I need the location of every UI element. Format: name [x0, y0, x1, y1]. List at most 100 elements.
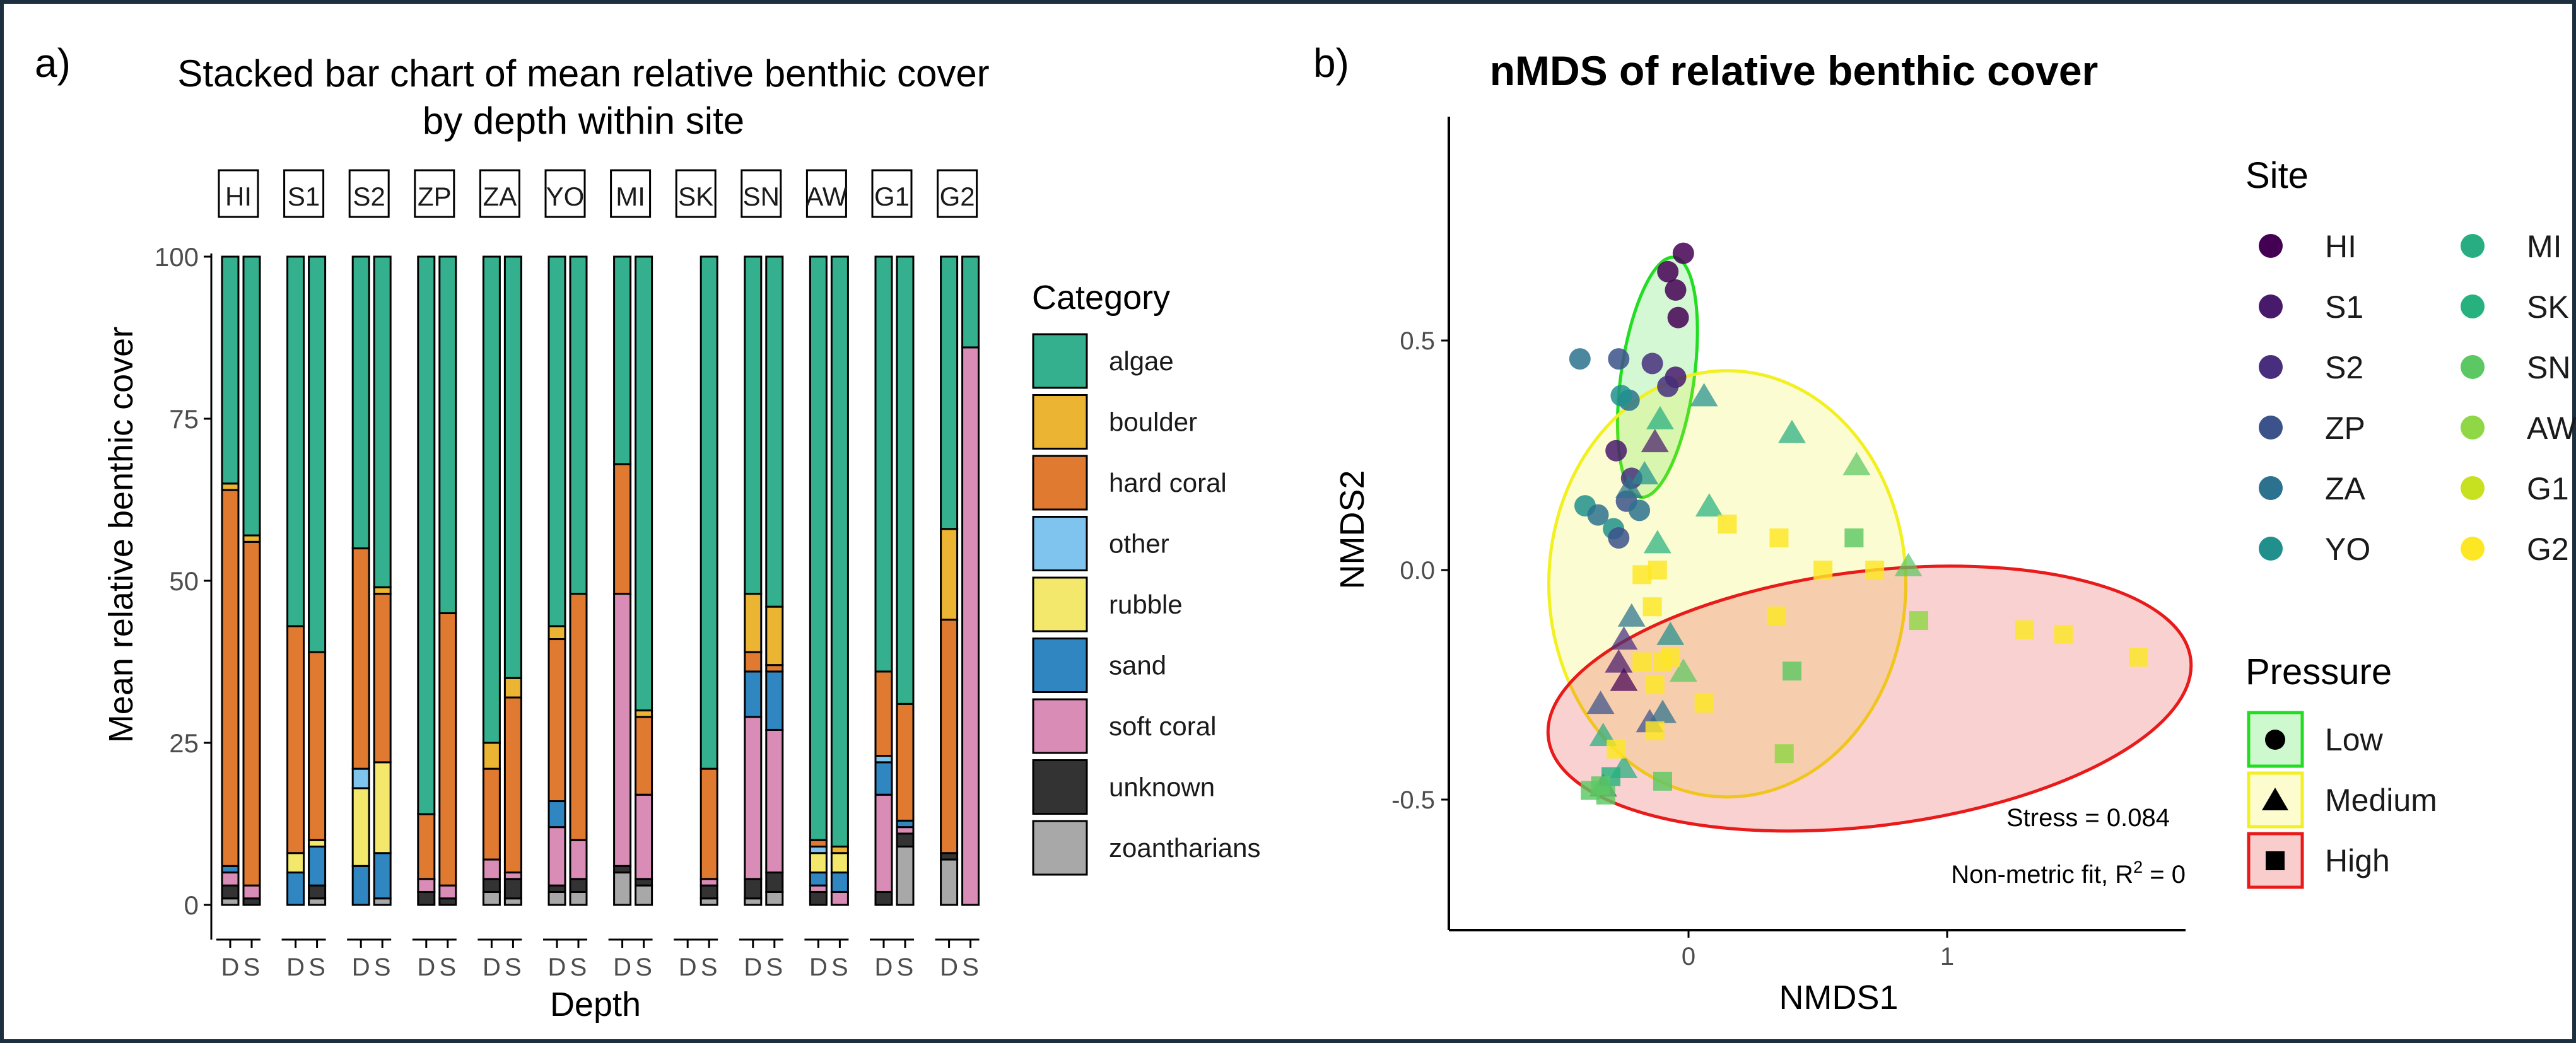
bar-segment-yo-s-algae: [569, 255, 588, 595]
bar-segment-aw-d-sand: [809, 871, 828, 887]
bar-segment-g1-s-sand: [896, 819, 915, 829]
panel-b-tag: b): [1313, 40, 1349, 86]
nmds-scatter-plot: 0 1 -0.5 0.0 0.5: [1391, 117, 2193, 970]
site-legend-key-aw: [2461, 416, 2485, 440]
x-tick-label: D: [679, 953, 697, 981]
x-tick-label: D: [613, 953, 631, 981]
site-legend-label-mi: MI: [2527, 229, 2562, 264]
bar-segment-sn-s-soft_coral: [765, 728, 784, 874]
bar-segment-sn-d-algae: [744, 255, 763, 595]
point-g2-square: [1632, 652, 1652, 672]
legend-label-soft_coral: soft coral: [1109, 711, 1216, 741]
bar-segment-sk-s-algae: [700, 255, 718, 770]
bar-segment-zp-d-hard_coral: [417, 813, 436, 880]
legend-label-rubble: rubble: [1109, 590, 1183, 619]
bar-segment-g1-s-zoantharians: [896, 845, 915, 906]
bar-segment-zp-d-algae: [417, 255, 436, 815]
facet-strip-yo: [544, 169, 586, 218]
site-legend-label-s1: S1: [2325, 289, 2363, 325]
bar-segment-zp-s-unknown: [438, 897, 457, 906]
bar-segment-s2-s-algae: [373, 255, 392, 588]
panel-a-title-line1: Stacked bar chart of mean relative benth…: [177, 52, 989, 95]
panel-b-y-axis-title: NMDS2: [1333, 470, 1371, 589]
point-aw-square: [1774, 744, 1794, 764]
point-mi-triangle: [1778, 419, 1806, 443]
x-tick-label: D: [940, 953, 958, 981]
legend-label-sand: sand: [1109, 651, 1166, 680]
legend-key-soft_coral: [1032, 698, 1088, 754]
point-sn-square: [1653, 771, 1672, 791]
site-legend-label-yo: YO: [2325, 532, 2370, 567]
point-za-triangle: [1617, 603, 1646, 627]
bar-segment-sn-s-unknown: [765, 871, 784, 893]
pressure-legend-triangle-icon: [2262, 788, 2288, 810]
bar-segment-hi-d-soft_coral: [221, 871, 240, 887]
point-hi-triangle: [1610, 667, 1638, 691]
point-sn-square: [1591, 776, 1610, 796]
x-tick-label: S: [505, 953, 522, 981]
point-sk-triangle: [1695, 493, 1723, 517]
y-tick-label: 75: [169, 404, 199, 434]
point-g2-square: [2054, 624, 2073, 644]
facet-strip-sk: [675, 169, 717, 218]
x-tick-label: D: [875, 953, 893, 981]
legend-key-hard_coral: [1032, 455, 1088, 511]
facet-label-mi: MI: [616, 182, 645, 211]
bar-segment-s2-d-hard_coral: [351, 547, 370, 770]
site-legend-key-g1: [2461, 476, 2485, 500]
facet-strip-s2: [348, 169, 390, 218]
bar-segment-sn-s-zoantharians: [765, 890, 784, 906]
panel-b-title: nMDS of relative benthic cover: [1490, 47, 2099, 94]
bar-segment-aw-s-rubble: [830, 852, 849, 874]
bar-segment-za-d-algae: [482, 255, 501, 744]
bar-segment-yo-s-soft_coral: [569, 839, 588, 880]
facet-label-hi: HI: [225, 182, 252, 211]
bar-segment-hi-d-hard_coral: [221, 489, 240, 867]
x-tick-label: D: [286, 953, 305, 981]
bar-segment-hi-d-sand: [221, 865, 240, 874]
bar-segment-s1-d-sand: [286, 871, 305, 906]
bar-segment-s2-s-zoantharians: [373, 897, 392, 906]
site-pressure-legend: HI S1 S2 ZP ZA YO MI SK SN AW G1 G2 Low Medium High: [2247, 229, 2576, 889]
point-g2-square: [1813, 561, 1833, 580]
bar-segment-hi-s-boulder: [242, 534, 261, 543]
point-s1-triangle: [1605, 649, 1633, 673]
panel-a-y-axis-title: Mean relative benthic cover: [102, 327, 140, 743]
bar-segment-g2-s-algae: [961, 255, 980, 349]
bar-segment-s1-s-rubble: [308, 839, 327, 848]
bar-segment-sn-s-sand: [765, 670, 784, 731]
bar-segment-g1-d-soft_coral: [874, 793, 893, 893]
point-g2-square: [1645, 675, 1665, 694]
site-legend-key-sk: [2461, 294, 2485, 318]
site-legend-key-yo: [2259, 537, 2283, 561]
pressure-legend-label-medium: Medium: [2325, 783, 2437, 818]
point-sn-triangle: [1894, 552, 1923, 576]
facet-label-sk: SK: [678, 182, 713, 211]
y-tick-label: 25: [169, 728, 199, 758]
facet-label-g1: G1: [874, 182, 910, 211]
bar-segment-yo-d-zoantharians: [547, 890, 566, 906]
pressure-legend-label-low: Low: [2325, 722, 2384, 757]
bar-segment-s1-d-algae: [286, 255, 305, 627]
site-legend-label-sn: SN: [2527, 350, 2570, 385]
bar-segment-za-d-soft_coral: [482, 858, 501, 880]
point-s2-triangle: [1610, 626, 1638, 650]
point-g2-square: [1769, 528, 1789, 548]
bar-segment-hi-d-algae: [221, 255, 240, 485]
legend-key-unknown: [1032, 759, 1088, 815]
point-g2-square: [1661, 648, 1680, 667]
facet-label-sn: SN: [743, 182, 780, 211]
point-s2-circle: [1641, 353, 1663, 375]
bar-segment-s2-d-algae: [351, 255, 370, 550]
bar-segment-g2-d-unknown: [940, 852, 959, 861]
point-g2-square: [1645, 721, 1665, 740]
bar-segment-hi-d-unknown: [221, 884, 240, 900]
bar-segment-mi-s-zoantharians: [635, 884, 653, 906]
site-legend-key-hi: [2259, 234, 2283, 258]
site-legend-key-za: [2259, 476, 2283, 500]
bar-segment-sn-s-algae: [765, 255, 784, 608]
facet-label-g2: G2: [940, 182, 975, 211]
legend-label-boulder: boulder: [1109, 407, 1197, 437]
stress-label: Stress = 0.084: [2006, 804, 2170, 832]
